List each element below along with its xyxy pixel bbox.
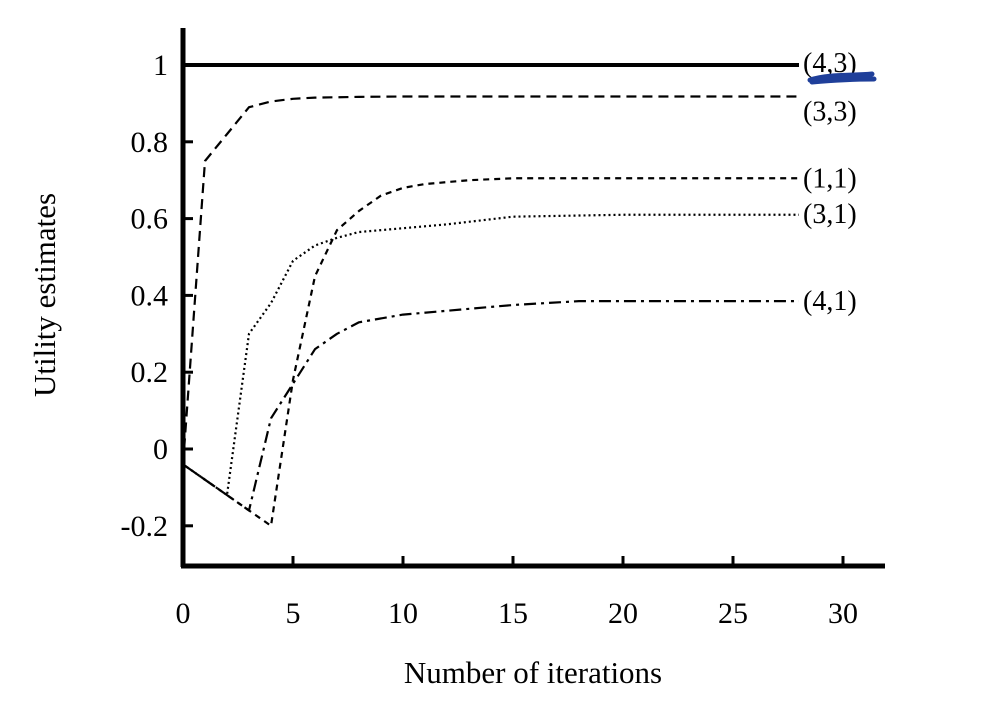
y-tick-label: 1 (153, 49, 168, 82)
series-label: (3,1) (803, 199, 857, 230)
y-tick-label: 0.6 (131, 203, 169, 236)
y-tick-label: -0.2 (121, 510, 169, 543)
series-line (182, 300, 799, 512)
x-tick-label: 10 (388, 597, 418, 630)
x-tick-label: 0 (176, 597, 191, 630)
series-lines (181, 63, 799, 527)
x-tick-label: 15 (498, 597, 528, 630)
axis-ticks: -0.200.20.40.60.810 5 10 15 20 25 30 (121, 49, 859, 630)
series-label: (3,3) (803, 96, 857, 127)
highlight-scribble (807, 71, 877, 85)
x-tick-label: 5 (286, 597, 301, 630)
y-tick-label: 0 (153, 433, 168, 466)
series-line (182, 213, 799, 497)
x-tick-label: 30 (828, 597, 858, 630)
series-label: (4,1) (803, 286, 857, 317)
axes (180, 28, 885, 569)
y-axis-title: Utility estimates (27, 193, 62, 397)
x-axis-title: Number of iterations (404, 655, 662, 690)
series-line (182, 177, 799, 527)
series-labels: (4,3)(3,3)(1,1)(3,1)(4,1) (803, 48, 857, 317)
x-tick-label: 20 (608, 597, 638, 630)
y-tick-label: 0.4 (131, 279, 169, 312)
y-tick-label: 0.8 (131, 126, 169, 159)
x-tick-label: 25 (718, 597, 748, 630)
series-line (181, 95, 799, 465)
series-label: (1,1) (803, 163, 857, 194)
y-tick-label: 0.2 (131, 356, 169, 389)
